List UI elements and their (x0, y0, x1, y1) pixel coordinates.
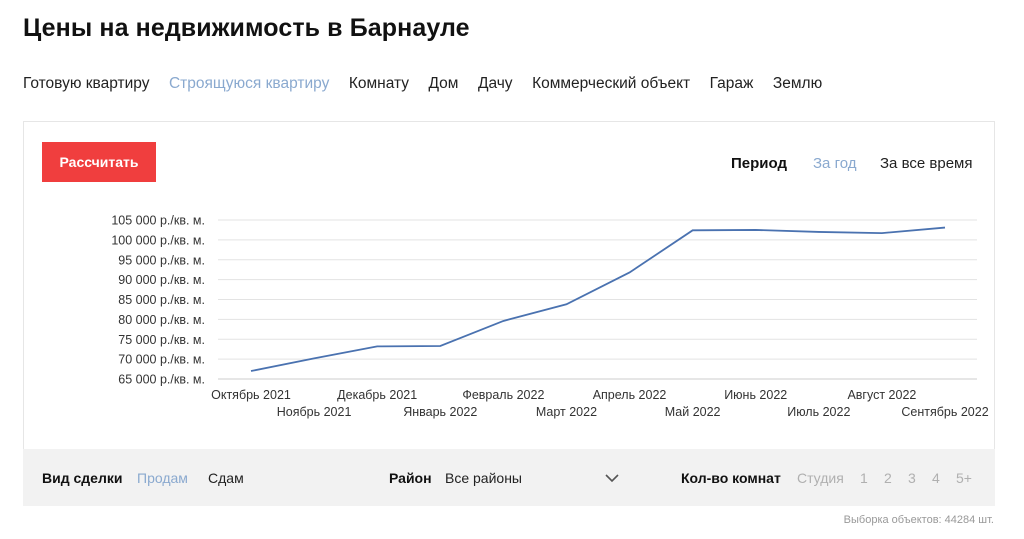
period-option-year[interactable]: За год (813, 155, 857, 172)
sample-count: Выборка объектов: 44284 шт. (843, 514, 994, 526)
x-tick-label: Август 2022 (847, 388, 916, 402)
tab-ready-apartment[interactable]: Готовую квартиру (23, 75, 150, 92)
x-tick-label: Ноябрь 2021 (277, 405, 352, 419)
y-tick-label: 70 000 р./кв. м. (118, 353, 205, 367)
x-tick-label: Март 2022 (536, 405, 597, 419)
y-tick-label: 65 000 р./кв. м. (118, 373, 205, 387)
filters-bar (23, 449, 995, 506)
tab-new-apartment[interactable]: Строящуюся квартиру (168, 75, 330, 92)
tab-commercial[interactable]: Коммерческий объект (532, 75, 691, 92)
y-tick-label: 90 000 р./кв. м. (118, 273, 205, 287)
tab-room[interactable]: Комнату (348, 75, 409, 92)
district-select[interactable]: Все районы (445, 470, 522, 486)
x-tick-label: Сентябрь 2022 (901, 405, 988, 419)
tab-dacha[interactable]: Дачу (477, 75, 513, 92)
x-tick-label: Январь 2022 (403, 405, 477, 419)
x-tick-label: Февраль 2022 (462, 388, 544, 402)
period-option-all-time[interactable]: За все время (880, 155, 973, 172)
x-tick-label: Июнь 2022 (724, 388, 787, 402)
y-tick-label: 100 000 р./кв. м. (111, 233, 205, 247)
x-tick-label: Апрель 2022 (593, 388, 667, 402)
y-tick-label: 80 000 р./кв. м. (118, 313, 205, 327)
property-type-tabs: Готовую квартиру Строящуюся квартиру Ком… (23, 75, 842, 93)
rooms-option-4[interactable]: 4 (932, 470, 940, 486)
district-label: Район (389, 470, 432, 486)
y-tick-label: 75 000 р./кв. м. (118, 333, 205, 347)
tab-house[interactable]: Дом (428, 75, 459, 92)
page-title: Цены на недвижимость в Барнауле (23, 14, 470, 42)
tab-land[interactable]: Землю (772, 75, 823, 92)
x-tick-label: Октябрь 2021 (211, 388, 291, 402)
rooms-option-3[interactable]: 3 (908, 470, 916, 486)
x-tick-label: Июль 2022 (787, 405, 850, 419)
deal-option-rent[interactable]: Сдам (208, 470, 244, 486)
chevron-down-icon[interactable] (603, 469, 621, 487)
series-line (250, 226, 946, 372)
y-tick-label: 85 000 р./кв. м. (118, 293, 205, 307)
calculate-button[interactable]: Рассчитать (42, 142, 156, 182)
y-tick-label: 105 000 р./кв. м. (111, 214, 205, 228)
y-tick-label: 95 000 р./кв. м. (118, 253, 205, 267)
tab-garage[interactable]: Гараж (709, 75, 754, 92)
rooms-label: Кол-во комнат (681, 470, 781, 486)
period-label: Период (731, 155, 787, 172)
chart-panel (23, 121, 995, 449)
deal-option-sell[interactable]: Продам (137, 470, 188, 486)
deal-type-label: Вид сделки (42, 470, 123, 486)
rooms-option-2[interactable]: 2 (884, 470, 892, 486)
x-tick-label: Декабрь 2021 (337, 388, 417, 402)
x-tick-label: Май 2022 (665, 405, 721, 419)
rooms-option-studio[interactable]: Студия (797, 470, 844, 486)
rooms-option-1[interactable]: 1 (860, 470, 868, 486)
rooms-option-5plus[interactable]: 5+ (956, 470, 972, 486)
